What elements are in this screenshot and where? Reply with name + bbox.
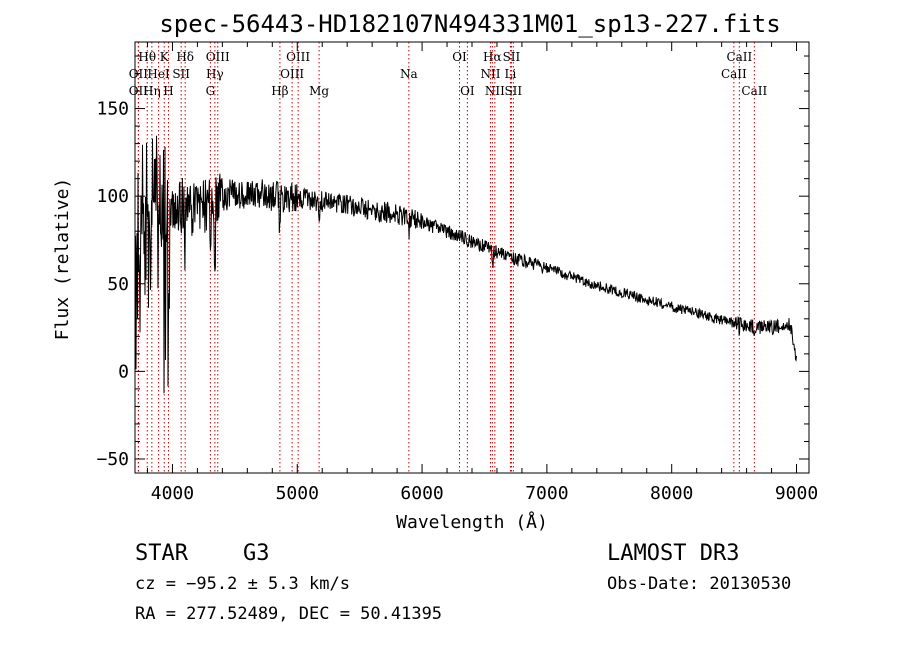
spectral-line-label: G — [206, 84, 216, 98]
spectral-line-label: SII — [504, 84, 522, 98]
spectral-line-label: OIII — [280, 67, 304, 81]
redshift-velocity: cz = −95.2 ± 5.3 km/s — [135, 574, 350, 594]
plot-frame — [134, 41, 810, 474]
spectral-line-label: CaII — [741, 84, 767, 98]
x-tick-label: 9000 — [775, 483, 818, 504]
x-tick-label: 8000 — [650, 483, 693, 504]
spectral-line-label: OIII — [206, 50, 230, 64]
spectral-line-label: Li — [505, 67, 517, 81]
x-axis-label: Wavelength (Å) — [396, 511, 548, 533]
y-tick-label: 150 — [96, 99, 129, 120]
y-tick-label: 50 — [107, 274, 129, 295]
spectral-line-label: CaII — [726, 50, 752, 64]
object-class: STAR — [135, 541, 189, 566]
y-tick-label: 0 — [118, 361, 129, 382]
x-tick-label: 5000 — [276, 483, 319, 504]
spectral-line-label: Hδ — [176, 50, 194, 64]
spectral-line-label: HeI — [147, 67, 170, 81]
spectral-line-label: SII — [503, 50, 521, 64]
spectral-line-label: SII — [172, 67, 190, 81]
spectral-line-label: H — [163, 84, 173, 98]
spectral-line-label: Hη — [143, 84, 161, 98]
spectrum-line — [134, 135, 797, 394]
coordinates: RA = 277.52489, DEC = 50.41395 — [135, 604, 442, 624]
chart-title: spec-56443-HD182107N494331M01_sp13-227.f… — [159, 10, 780, 38]
spectral-line-label: Hθ — [138, 50, 156, 64]
x-tick-label: 6000 — [400, 483, 443, 504]
spectral-line-label: OI — [460, 84, 475, 98]
survey-name: LAMOST DR3 — [607, 541, 739, 566]
spectral-line-label: CaII — [721, 67, 747, 81]
spectral-line-label: NII — [485, 84, 505, 98]
x-axis-ticks: 4000 5000 6000 7000 8000 9000 — [146, 42, 818, 504]
spectral-line-label: NII — [480, 67, 500, 81]
object-subclass: G3 — [243, 541, 270, 566]
spectral-line-label: Hβ — [271, 84, 288, 98]
x-tick-label: 7000 — [525, 483, 568, 504]
spectral-line-labels: OIIOIIHθHηHeIKHSIIHδGHγOIIIHβOIIIOIIIMgN… — [129, 50, 768, 98]
spectral-line-label: Na — [400, 67, 418, 81]
spectral-line-label: Hα — [483, 50, 502, 64]
spectral-line-label: Mg — [309, 84, 329, 98]
y-tick-label: 100 — [96, 186, 129, 207]
spectral-line-label: OIII — [286, 50, 310, 64]
observation-date: Obs-Date: 20130530 — [607, 574, 791, 594]
y-tick-label: −50 — [96, 449, 129, 470]
spectral-line-markers — [137, 42, 755, 473]
spectral-line-label: Hγ — [206, 67, 224, 81]
spectral-line-label: K — [160, 50, 170, 64]
y-axis-label: Flux (relative) — [52, 178, 73, 341]
spectral-line-label: OI — [452, 50, 467, 64]
y-axis-ticks: −50 0 50 100 150 — [96, 55, 809, 470]
x-tick-label: 4000 — [151, 483, 194, 504]
